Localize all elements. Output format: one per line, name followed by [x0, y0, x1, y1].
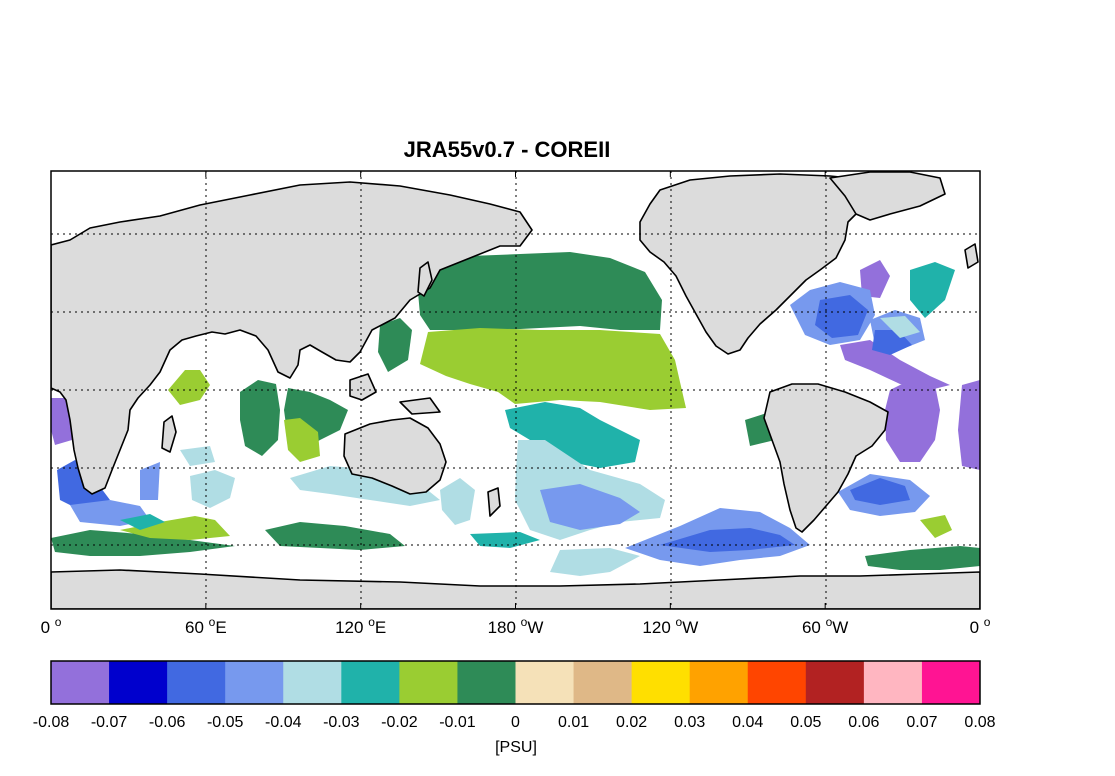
colorbar-tick-label: 0.01 — [558, 714, 589, 731]
colorbar-tick-label: 0.04 — [732, 714, 763, 731]
anomaly-patch — [120, 514, 165, 530]
colorbar-swatch — [515, 661, 575, 704]
colorbar-tick-label: 0.03 — [674, 714, 705, 731]
anomaly-patch — [378, 318, 412, 372]
anomaly-patch — [265, 522, 405, 550]
colorbar-tick-label: 0.02 — [616, 714, 647, 731]
x-tick-label: 60 oW — [802, 615, 848, 637]
colorbar-swatch — [51, 661, 110, 704]
colorbar-swatch — [399, 661, 458, 704]
anomaly-patch — [290, 466, 440, 506]
colorbar-swatch — [225, 661, 284, 704]
anomaly-patch — [840, 340, 950, 390]
anomaly-patch — [505, 402, 640, 468]
figure-title: JRA55v0.7 - COREII — [404, 137, 611, 162]
colorbar-swatch — [573, 661, 633, 704]
anomaly-patch — [550, 548, 640, 576]
land-australia — [343, 417, 447, 495]
colorbar-swatch — [109, 661, 168, 704]
x-tick-label: 0 o — [41, 615, 62, 637]
colorbar-frame — [50, 660, 981, 705]
anomaly-patch — [240, 380, 280, 456]
colorbar-swatch — [805, 661, 865, 704]
graticule — [51, 171, 980, 609]
colorbar-swatch — [341, 661, 400, 704]
x-tick-label: 180 oW — [488, 615, 544, 637]
anomaly-patch — [190, 470, 235, 508]
anomaly-patch — [420, 328, 686, 410]
anomaly-patch — [168, 370, 210, 405]
colorbar-swatch — [631, 661, 691, 704]
anomaly-patch — [910, 262, 955, 318]
colorbar-swatch — [689, 661, 749, 704]
colorbar — [51, 661, 981, 704]
map-panel — [51, 171, 980, 609]
colorbar-swatch — [167, 661, 226, 704]
land-greenland — [829, 171, 946, 221]
colorbar-tick-label: -0.08 — [33, 714, 70, 731]
land-antarctica — [51, 569, 980, 609]
anomaly-patch — [885, 380, 940, 462]
colorbar-tick-label: 0.08 — [964, 714, 995, 731]
land-africa-eurasia — [51, 181, 533, 495]
colorbar-units-label: [PSU] — [495, 739, 537, 756]
colorbar-tick-label: -0.01 — [439, 714, 476, 731]
anomaly-patch — [418, 252, 662, 330]
anomaly-patch — [440, 478, 475, 525]
x-axis-labels: 0 o 60 oE 120 oE 180 oW 120 oW 60 oW 0 o — [41, 615, 991, 637]
anomaly-patch — [180, 446, 215, 466]
colorbar-tick-label: -0.05 — [207, 714, 244, 731]
colorbar-swatch — [747, 661, 807, 704]
land-madagascar — [161, 415, 177, 453]
colorbar-tick-label: 0.07 — [906, 714, 937, 731]
land-south-america — [763, 383, 889, 533]
colorbar-tick-label: -0.03 — [323, 714, 360, 731]
x-axis-ticks — [50, 171, 981, 609]
landmasses — [51, 171, 980, 609]
anomaly-patch — [958, 380, 980, 470]
anomaly-patch — [860, 260, 890, 298]
colorbar-tick-label: 0.05 — [790, 714, 821, 731]
colorbar-tick-label: -0.07 — [91, 714, 128, 731]
anomaly-patch — [920, 515, 952, 538]
colorbar-tick-label: 0.06 — [848, 714, 879, 731]
anomaly-patch — [140, 462, 160, 500]
land-new-guinea — [399, 397, 441, 415]
anomaly-patch — [880, 316, 920, 338]
anomaly-patch — [470, 532, 540, 548]
anomaly-patch — [51, 530, 235, 556]
anomaly-patch — [850, 478, 910, 505]
colorbar-tick-label: 0 — [511, 714, 520, 731]
colorbar-swatch — [283, 661, 342, 704]
salinity-anomaly-fields — [51, 252, 980, 576]
land-new-zealand — [487, 487, 501, 517]
anomaly-patch — [540, 484, 640, 530]
anomaly-patch — [51, 398, 72, 445]
anomaly-patch — [865, 546, 980, 570]
x-tick-label: 120 oE — [335, 615, 386, 637]
colorbar-tick-label: -0.02 — [381, 714, 418, 731]
anomaly-patch — [120, 516, 230, 540]
land-borneo — [349, 373, 377, 401]
colorbar-swatch — [921, 661, 981, 704]
colorbar-tick-label: -0.04 — [265, 714, 302, 731]
colorbar-tick-label: -0.06 — [149, 714, 186, 731]
x-tick-label: 60 oE — [185, 615, 227, 637]
anomaly-patch — [284, 418, 320, 462]
land-britain — [964, 243, 979, 269]
x-tick-label: 120 oW — [642, 615, 698, 637]
anomaly-patch — [660, 528, 795, 552]
colorbar-labels: -0.08 -0.07 -0.06 -0.05 -0.04 -0.03 -0.02 -0.01… — [33, 714, 996, 731]
anomaly-patch — [815, 295, 868, 338]
colorbar-swatch — [863, 661, 923, 704]
x-tick-label: 0 o — [970, 615, 991, 637]
colorbar-swatch — [457, 661, 516, 704]
land-japan — [417, 261, 433, 297]
